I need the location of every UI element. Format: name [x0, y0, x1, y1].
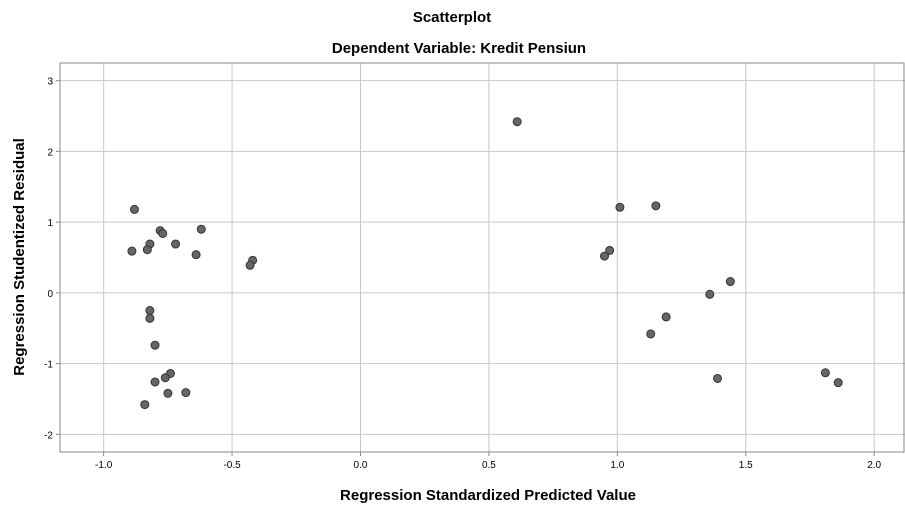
x-tick-label: 1.0	[610, 460, 624, 471]
scatter-point	[725, 277, 735, 287]
scatter-point	[145, 313, 155, 323]
grid-lines	[60, 63, 905, 452]
y-tick-label: 0	[47, 289, 53, 300]
scatter-point	[196, 224, 206, 234]
y-tick-label: 3	[47, 77, 53, 88]
scatter-point	[661, 312, 671, 322]
scatter-point	[145, 306, 155, 316]
scatter-point	[833, 378, 843, 388]
scatter-point	[127, 246, 137, 256]
scatter-point	[150, 377, 160, 387]
scatter-point	[820, 368, 830, 378]
scatter-point	[713, 373, 723, 383]
scatter-point	[512, 117, 522, 127]
x-tick-label: -0.5	[223, 460, 241, 471]
x-tick-label: -1.0	[95, 460, 113, 471]
scatter-point	[705, 289, 715, 299]
scatter-point	[651, 201, 661, 211]
scatter-point	[646, 329, 656, 339]
scatter-point	[245, 260, 255, 270]
scatter-point	[129, 204, 139, 214]
scatter-point	[191, 250, 201, 260]
scatter-point	[181, 388, 191, 398]
scatter-point	[150, 340, 160, 350]
x-axis-ticks: -1.0 -0.5 0.0 0.5 1.0 1.5 2.0	[95, 452, 882, 471]
scatter-point	[605, 245, 615, 255]
x-tick-label: 0.5	[482, 460, 496, 471]
scatter-point	[171, 239, 181, 249]
plot-area-frame	[59, 62, 905, 453]
data-points	[127, 117, 843, 410]
y-tick-label: 2	[47, 147, 53, 158]
x-axis-label: Regression Standardized Predicted Value	[340, 487, 636, 504]
y-tick-label: 1	[47, 218, 53, 229]
x-tick-label: 1.5	[739, 460, 753, 471]
scatter-point	[160, 373, 170, 383]
chart-subtitle: Dependent Variable: Kredit Pensiun	[332, 40, 586, 57]
scatter-point	[615, 202, 625, 212]
scatter-point	[158, 228, 168, 238]
x-tick-label: 2.0	[867, 460, 881, 471]
scatter-point	[142, 245, 152, 255]
x-tick-label: 0.0	[354, 460, 368, 471]
scatter-point	[140, 400, 150, 410]
chart-title: Scatterplot	[413, 9, 491, 26]
y-tick-label: -2	[44, 430, 53, 441]
y-tick-label: -1	[44, 360, 53, 371]
y-axis-label: Regression Studentized Residual	[11, 138, 28, 376]
scatter-point	[599, 251, 609, 261]
scatter-point	[163, 388, 173, 398]
y-axis-ticks: -2 -1 0 1 2 3	[44, 77, 60, 441]
